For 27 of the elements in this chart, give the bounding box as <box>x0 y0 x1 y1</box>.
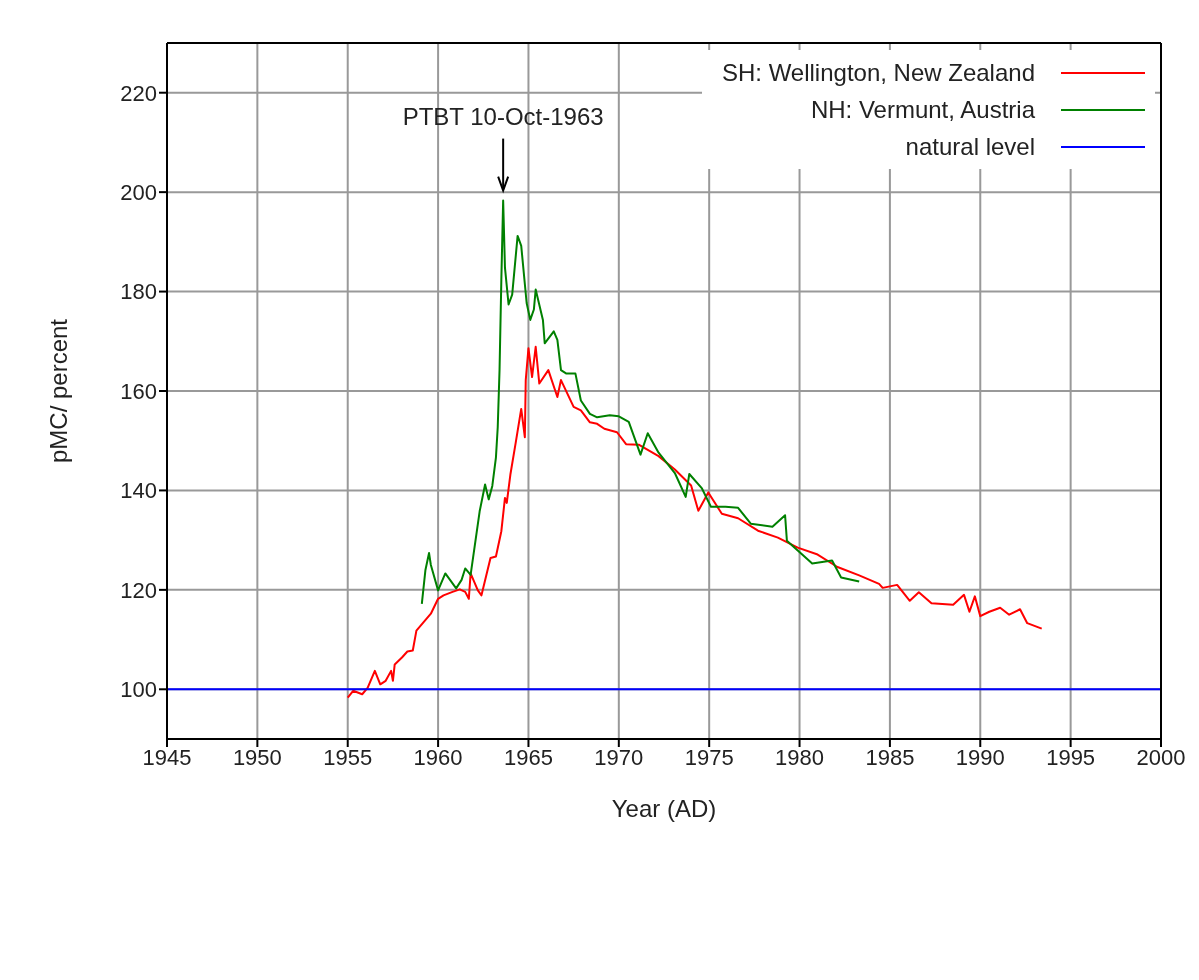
y-tick-label: 180 <box>120 279 157 305</box>
y-tick-label: 160 <box>120 378 157 404</box>
x-tick-label: 1965 <box>503 744 553 770</box>
x-tick-label: 1945 <box>142 744 192 770</box>
x-tick-label: 1990 <box>955 744 1005 770</box>
x-tick-label: 1995 <box>1046 744 1096 770</box>
y-tick-label: 200 <box>120 179 157 205</box>
x-tick-label: 1985 <box>865 744 915 770</box>
line-series <box>420 199 861 605</box>
x-tick-label: 1955 <box>323 744 373 770</box>
legend-label: NH: Vermunt, Austria <box>810 95 1035 124</box>
x-tick-label: 2000 <box>1136 744 1186 770</box>
x-tick-label: 1975 <box>684 744 734 770</box>
annotation: PTBT 10-Oct-1963 <box>402 102 604 130</box>
x-axis-title: Year (AD) <box>611 795 717 822</box>
legend-label: SH: Wellington, New Zealand <box>721 58 1035 87</box>
line-series <box>346 345 1043 699</box>
legend-label: natural level <box>905 132 1035 161</box>
x-tick-label: 1980 <box>775 744 825 770</box>
y-axis-title: pMC/ percent <box>44 318 72 464</box>
x-tick-label: 1970 <box>594 744 644 770</box>
y-tick-label: 220 <box>120 80 157 106</box>
x-tick-label: 1950 <box>232 744 282 770</box>
y-tick-label: 120 <box>120 577 157 603</box>
x-tick-label: 1960 <box>413 744 463 770</box>
y-tick-label: 140 <box>120 478 157 504</box>
y-tick-label: 100 <box>120 677 157 703</box>
